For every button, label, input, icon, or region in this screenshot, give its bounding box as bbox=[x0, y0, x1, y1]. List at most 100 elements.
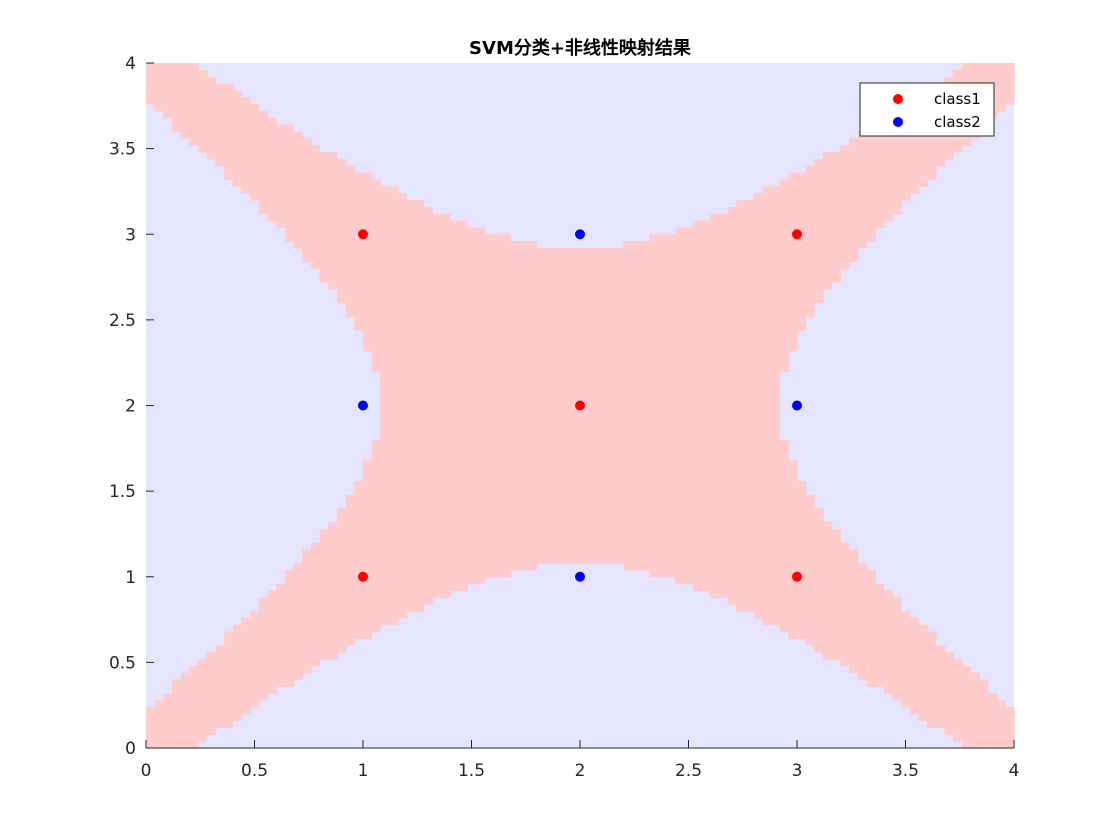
region-class1-cell bbox=[258, 206, 434, 215]
region-class1-cell bbox=[692, 583, 885, 592]
region-class1-cell bbox=[258, 597, 434, 605]
region-class1-cell bbox=[363, 337, 798, 345]
region-class1-cell bbox=[675, 576, 876, 585]
region-class1-cell bbox=[710, 590, 894, 598]
region-class1-cell bbox=[180, 131, 303, 139]
region-class1-cell bbox=[892, 693, 998, 701]
region-class1-cell bbox=[284, 234, 512, 242]
x-tick-label: 1 bbox=[358, 761, 369, 781]
region-class1-cell bbox=[753, 193, 911, 201]
region-class1-cell bbox=[293, 241, 538, 249]
region-class1-cell bbox=[363, 330, 798, 338]
x-tick-label: 0.5 bbox=[241, 761, 268, 781]
region-class1-cell bbox=[224, 638, 355, 646]
region-class1-cell bbox=[788, 631, 937, 639]
class2-point bbox=[358, 400, 368, 411]
region-class1-cell bbox=[267, 590, 451, 598]
region-class1-cell bbox=[267, 213, 451, 222]
region-class1-cell bbox=[623, 563, 868, 571]
x-tick-label: 2.5 bbox=[675, 761, 702, 781]
region-class1-cell bbox=[206, 652, 338, 660]
region-class1-cell bbox=[241, 186, 399, 194]
region-class1-cell bbox=[146, 727, 217, 735]
region-class1-cell bbox=[866, 679, 989, 687]
region-class1-cell bbox=[224, 172, 373, 181]
region-class1-cell bbox=[163, 693, 269, 701]
x-tick-label: 4 bbox=[1009, 761, 1020, 781]
region-class1-cell bbox=[944, 76, 1015, 85]
region-class1-cell bbox=[172, 117, 277, 126]
region-class1-cell bbox=[146, 713, 243, 722]
region-class1-cell bbox=[302, 254, 859, 263]
y-tick-label: 2.5 bbox=[109, 311, 136, 331]
axes: 0 0.5 1 1.5 2 2.5 3 3.5 4 0 0.5 1 1.5 2 2.5 3 3.5 4 bbox=[109, 54, 1019, 781]
region-class1-cell bbox=[354, 480, 807, 489]
class1-point bbox=[358, 229, 368, 240]
region-class1-cell bbox=[146, 69, 208, 78]
region-class1-cell bbox=[146, 741, 199, 749]
region-class1-cell bbox=[154, 104, 260, 112]
x-tick-label: 3.5 bbox=[892, 761, 919, 781]
region-class1-cell bbox=[319, 528, 842, 537]
region-class1-cell bbox=[354, 323, 807, 331]
region-class1-cell bbox=[189, 665, 312, 674]
region-class1-cell bbox=[310, 542, 850, 550]
region-class1-cell bbox=[762, 617, 920, 626]
region-class1-cell bbox=[363, 474, 798, 482]
region-class1-cell bbox=[380, 412, 781, 420]
region-class1-cell bbox=[753, 611, 911, 619]
region-class1-cell bbox=[146, 97, 251, 105]
region-class1-cell bbox=[727, 206, 902, 215]
legend: class1 class2 bbox=[859, 82, 995, 137]
region-class1-cell bbox=[779, 624, 928, 633]
region-class1-cell bbox=[241, 617, 399, 626]
region-class1-cell bbox=[736, 200, 902, 208]
region-class1-cell bbox=[849, 665, 972, 674]
region-class1-cell bbox=[649, 234, 876, 242]
legend-marker-class2 bbox=[893, 117, 903, 127]
region-class1-cell bbox=[675, 227, 876, 235]
class1-point bbox=[792, 571, 802, 582]
region-class1-cell bbox=[371, 439, 789, 448]
region-class1-cell bbox=[380, 378, 781, 386]
region-class1-cell bbox=[146, 90, 243, 98]
region-class1-cell bbox=[363, 460, 798, 468]
region-class1-cell bbox=[146, 706, 251, 715]
region-class1-cell bbox=[345, 309, 815, 318]
region-class1-cell bbox=[736, 604, 902, 612]
region-class1-cell bbox=[814, 158, 946, 167]
region-class1-cell bbox=[909, 706, 1015, 715]
region-class1-cell bbox=[363, 343, 798, 352]
region-class1-cell bbox=[380, 371, 781, 379]
region-class1-cell bbox=[840, 145, 963, 153]
region-class1-cell bbox=[224, 165, 355, 174]
region-class1-cell bbox=[336, 289, 824, 297]
region-class1-cell bbox=[198, 658, 321, 667]
region-class1-cell bbox=[371, 350, 789, 359]
region-class1-cell bbox=[172, 124, 295, 133]
class1-point bbox=[575, 400, 585, 411]
region-class1-cell bbox=[944, 727, 1015, 735]
region-class1-cell bbox=[206, 152, 338, 160]
region-class1-cell bbox=[380, 419, 781, 427]
region-class1-cell bbox=[814, 645, 946, 653]
class2-point bbox=[575, 229, 585, 240]
region-class1-cell bbox=[927, 720, 1015, 729]
region-class1-cell bbox=[345, 494, 815, 502]
x-tick-label: 3 bbox=[792, 761, 803, 781]
region-class1-cell bbox=[180, 672, 303, 681]
y-tick-label: 3.5 bbox=[109, 140, 136, 160]
region-class1-cell bbox=[345, 501, 815, 509]
region-class1-cell bbox=[328, 521, 833, 530]
region-class1-cell bbox=[371, 446, 789, 455]
y-tick-label: 0.5 bbox=[109, 653, 136, 673]
region-class1-cell bbox=[380, 432, 781, 441]
region-class1-cell bbox=[224, 631, 373, 639]
region-class1-cell bbox=[918, 713, 1015, 722]
region-class1-cell bbox=[336, 515, 824, 523]
class2-point bbox=[575, 571, 585, 582]
y-tick-label: 2 bbox=[125, 397, 136, 417]
region-class1-cell bbox=[146, 83, 234, 91]
legend-label-class1: class1 bbox=[934, 90, 981, 108]
region-class1-cell bbox=[172, 679, 295, 687]
